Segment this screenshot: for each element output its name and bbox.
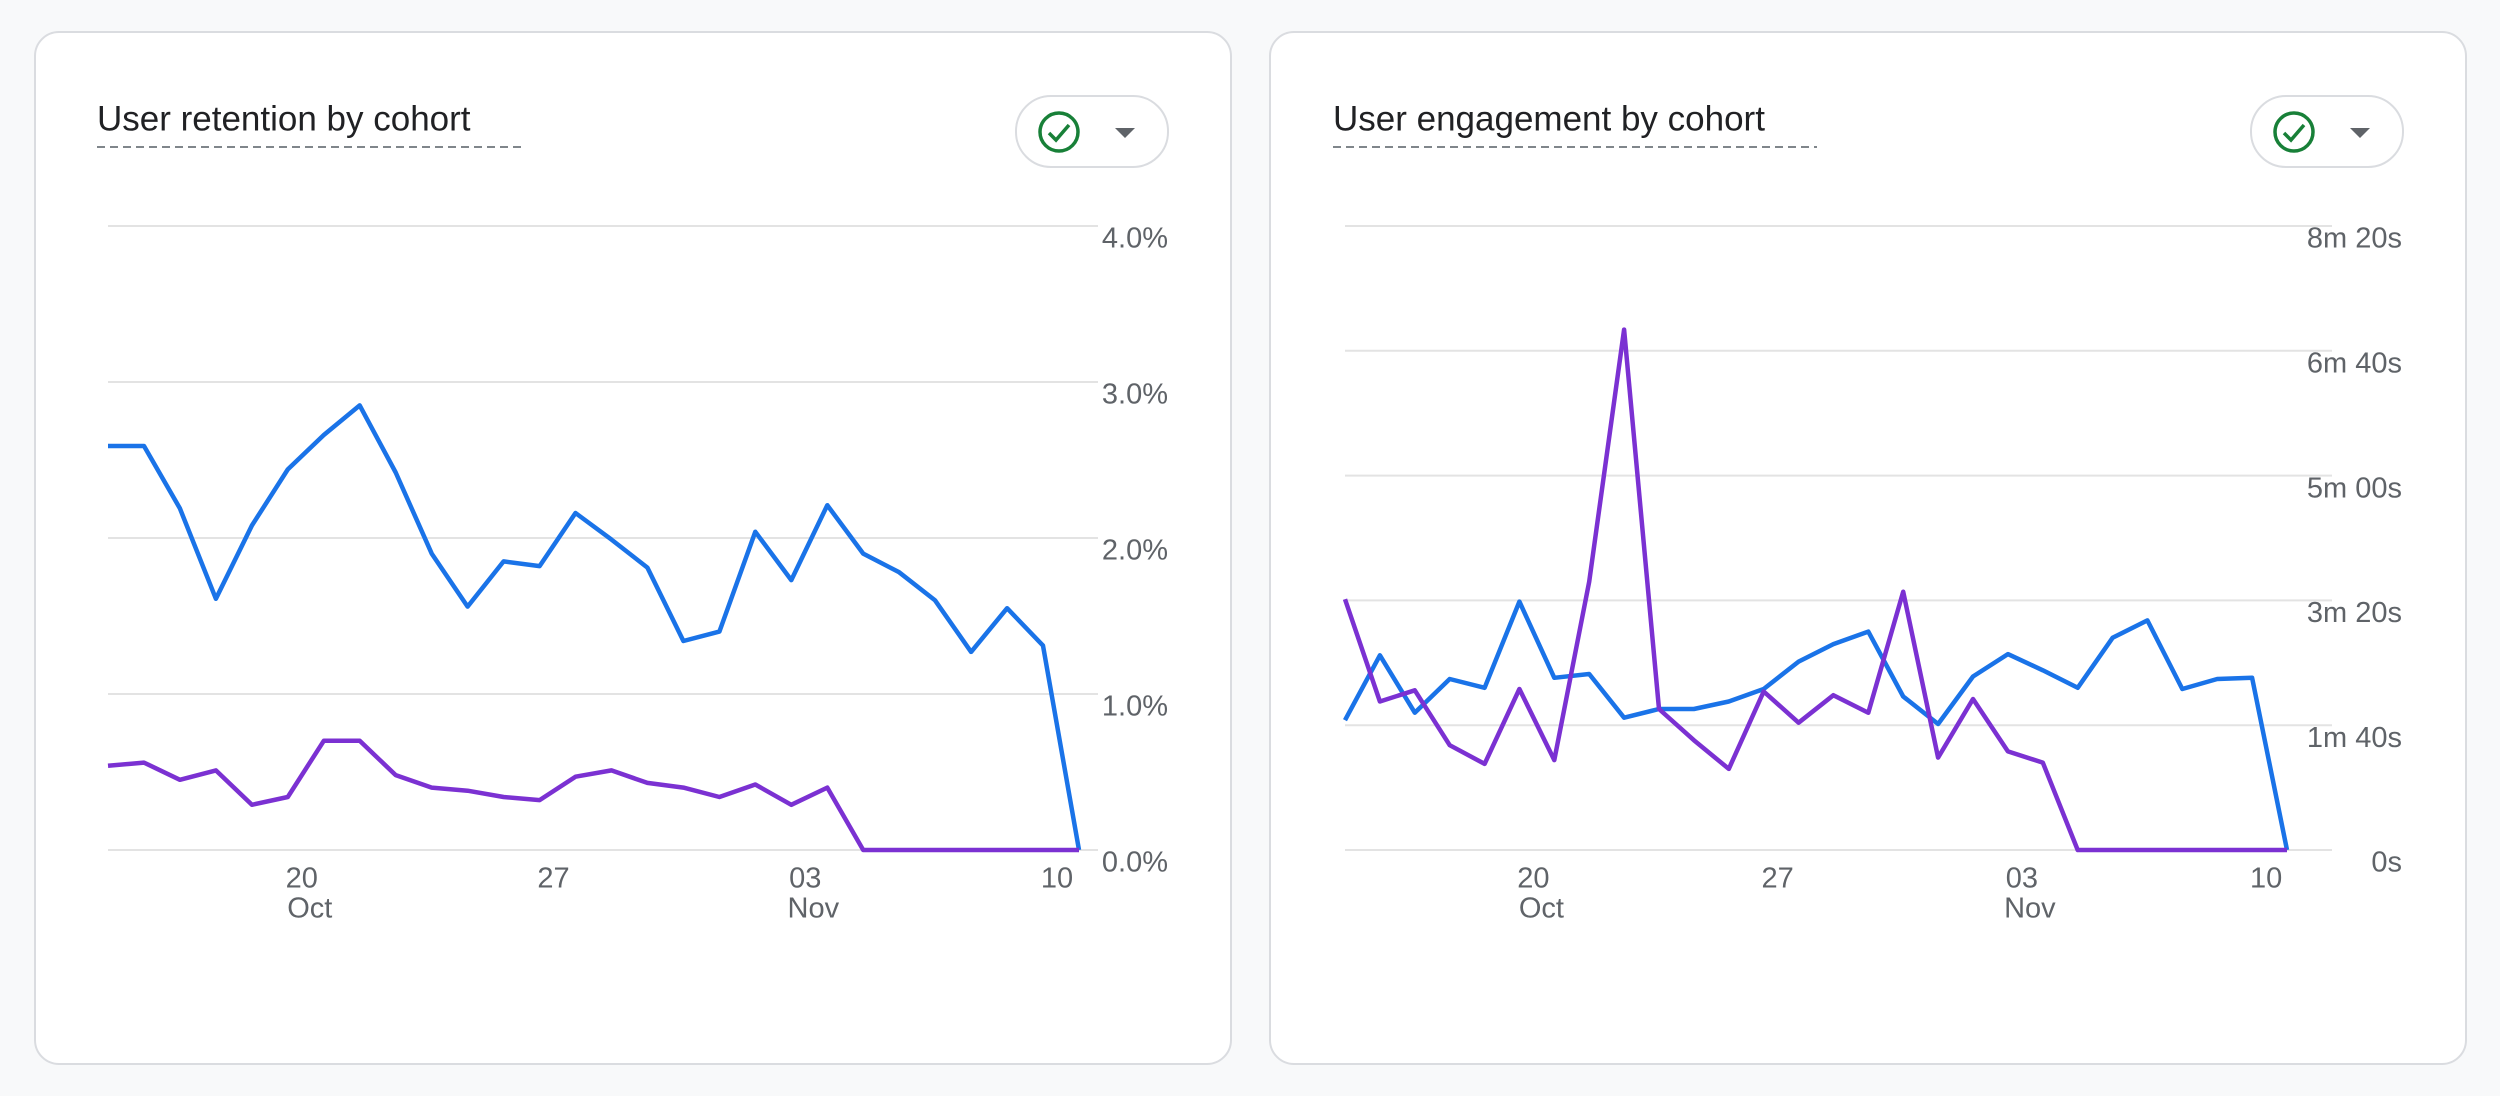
x-tick-label: 03 [2006,863,2038,895]
y-tick-label: 1m 40s [2307,722,2402,754]
card: User engagement by cohort [1269,31,2467,1065]
y-tick-label: 1.0% [1102,691,1168,723]
card-title: User retention by cohort [97,99,471,138]
y-tick-label: 3m 20s [2307,597,2402,629]
y-tick-label: 5m 00s [2307,472,2402,504]
x-tick-sublabel: Oct [287,893,332,925]
card: User retention by cohort [34,31,1232,1065]
y-tick-label: 3.0% [1102,379,1168,411]
x-tick-label: 03 [789,863,821,895]
y-tick-label: 0s [2371,847,2402,879]
status-button[interactable] [2250,95,2404,168]
series-line [108,403,1082,851]
x-tick-sublabel: Nov [788,893,840,925]
y-tick-label: 4.0% [1102,223,1168,255]
y-tick-label: 2.0% [1102,535,1168,567]
y-tick-label: 6m 40s [2307,347,2402,379]
series-line [1342,327,2287,853]
x-tick-label: 10 [1041,863,1073,895]
y-tick-label: 0.0% [1102,847,1168,879]
x-tick-sublabel: Oct [1519,893,1564,925]
series-line [1343,599,2290,851]
x-tick-label: 27 [1762,863,1794,895]
x-tick-label: 27 [537,863,569,895]
x-tick-label: 20 [1517,863,1549,895]
x-tick-label: 20 [286,863,318,895]
y-tick-label: 8m 20s [2307,223,2402,255]
series-line [107,738,1079,853]
card-title: User engagement by cohort [1333,99,1765,138]
x-tick-sublabel: Nov [2004,893,2056,925]
status-button[interactable] [1015,95,1169,168]
x-tick-label: 10 [2250,863,2282,895]
